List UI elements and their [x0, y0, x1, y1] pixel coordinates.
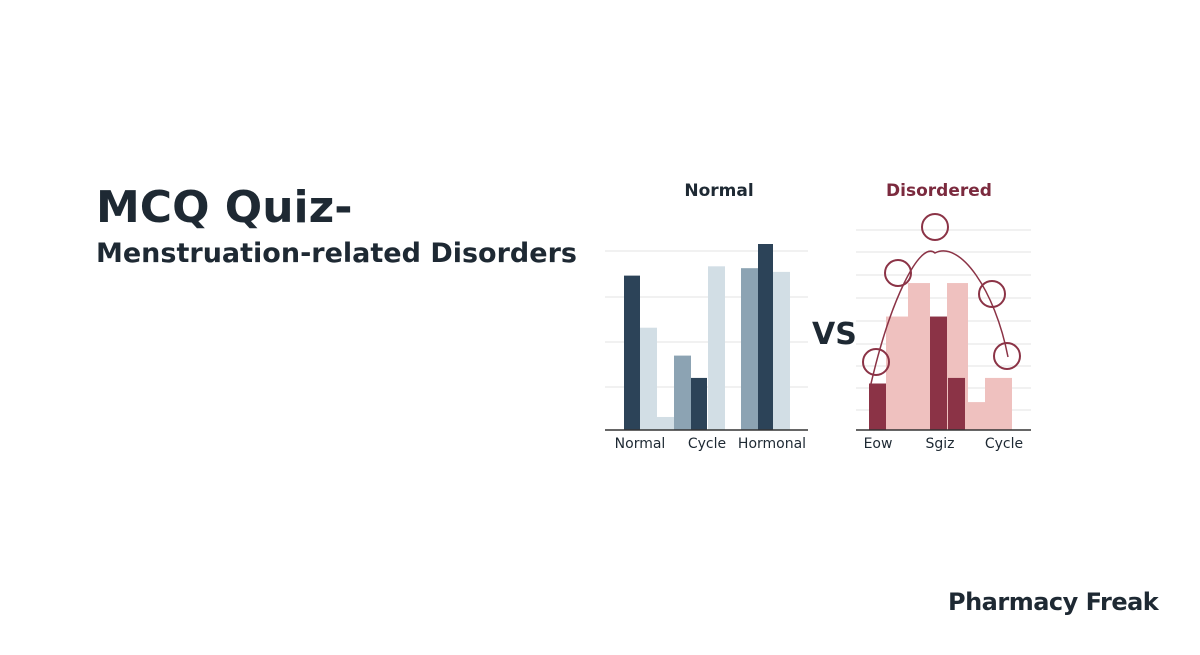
bar-sgiz-1	[930, 316, 947, 430]
normal-chart: Normal Normal Cycle Hormonal	[605, 181, 808, 452]
tick-label: Eow	[864, 436, 893, 452]
brand-text: Pharmacy Freak	[948, 588, 1159, 616]
tick-label: Normal	[615, 436, 666, 452]
tick-label: Hormonal	[738, 436, 806, 452]
bar-cycle-3	[995, 416, 1012, 430]
tick-label: Cycle	[985, 436, 1023, 452]
bar-normal-2	[640, 327, 657, 430]
bar-hormonal-3	[773, 271, 790, 430]
marker-circle	[993, 342, 1021, 370]
brand-logo: Pharmacy Freak	[948, 588, 1159, 616]
bar-eow-2	[886, 316, 908, 430]
marker-circle	[978, 280, 1006, 308]
distribution-curve	[869, 250, 1009, 389]
bar-normal-3	[657, 416, 674, 430]
chart-title: Disordered	[886, 181, 992, 201]
vs-label: VS	[812, 317, 857, 352]
marker-circle	[884, 259, 912, 287]
bar-cycle-2	[708, 266, 725, 430]
bar-normal-1	[624, 275, 640, 430]
tick-label: Sgiz	[925, 436, 954, 452]
disordered-chart: Disordered Eow Sgiz Cycle	[856, 181, 1031, 452]
tick-label: Cycle	[688, 436, 726, 452]
bar-eow-1	[869, 383, 886, 430]
bar-sgiz-3	[948, 377, 965, 430]
bar-hormonal-1	[741, 268, 758, 430]
bar-cycle-1	[674, 355, 691, 430]
quiz-subtitle: Menstruation-related Disorders	[96, 238, 577, 269]
quiz-title: MCQ Quiz-	[96, 182, 353, 233]
marker-circle	[921, 213, 949, 241]
chart-title: Normal	[684, 181, 753, 201]
bar-cycle-3	[691, 377, 707, 430]
title-block: MCQ Quiz- Menstruation-related Disorders	[96, 182, 577, 272]
bar-hormonal-2	[758, 244, 773, 430]
marker-circle	[862, 348, 890, 376]
bar-eow-3	[908, 283, 930, 430]
